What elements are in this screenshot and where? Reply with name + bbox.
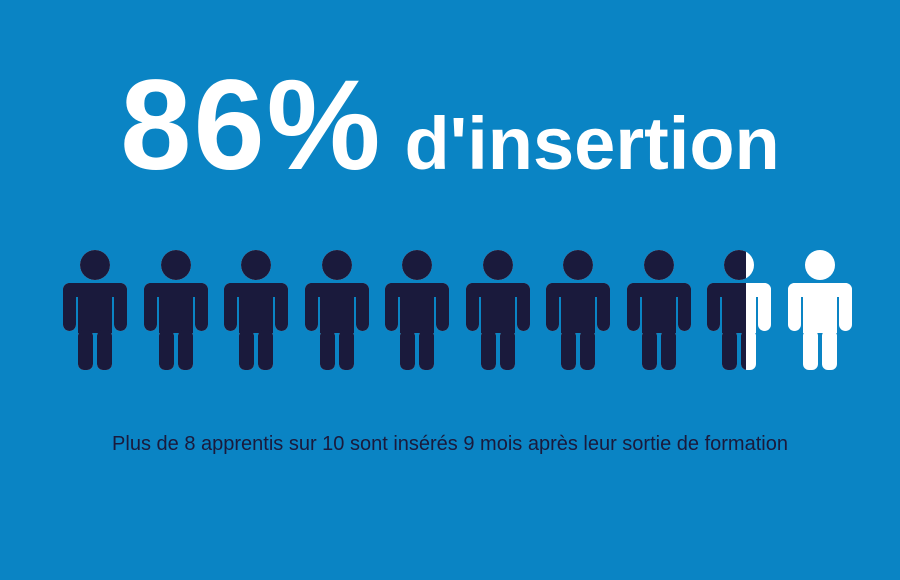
headline: 86% d'insertion [0, 62, 900, 190]
person-icon [785, 250, 855, 370]
caption: Plus de 8 apprentis sur 10 sont insérés … [112, 433, 788, 455]
person-icon-shape [707, 250, 771, 370]
person-icon-shape [304, 250, 369, 370]
person-icon [141, 250, 211, 370]
person-icon [302, 250, 372, 370]
person-icon-shape [143, 250, 208, 370]
person-icon [704, 250, 774, 370]
person-icon-shape [385, 250, 449, 370]
headline-label: d'insertion [404, 102, 780, 185]
person-icon-shape [626, 250, 691, 370]
person-icon [60, 250, 130, 370]
person-icon [624, 250, 694, 370]
person-icon-shape [63, 250, 127, 370]
person-icon-shape [465, 250, 530, 370]
person-icon-shape [224, 250, 288, 370]
person-icon [382, 250, 452, 370]
person-icon-shape [787, 250, 852, 370]
person-icon [221, 250, 291, 370]
person-icon [463, 250, 533, 370]
person-icon-shape [546, 250, 610, 370]
person-pictogram-row [60, 250, 860, 370]
person-icon [543, 250, 613, 370]
headline-percent: 86% [120, 54, 383, 197]
